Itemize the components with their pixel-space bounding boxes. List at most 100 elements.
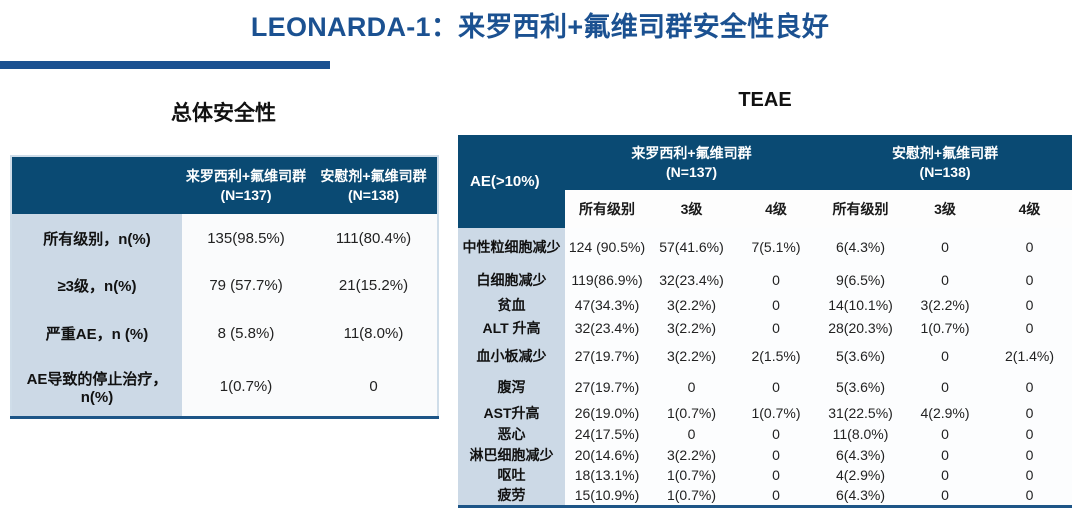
row-label: 中性粒细胞减少 bbox=[458, 228, 565, 265]
cell-value: 119(86.9%) bbox=[565, 265, 649, 294]
subcolumn-header: 3级 bbox=[649, 190, 734, 228]
cell-value: 27(19.7%) bbox=[565, 340, 649, 372]
teae-heading: TEAE bbox=[738, 89, 792, 111]
table-row: 白细胞减少 119(86.9%) 32(23.4%) 0 9(6.5%) 0 0 bbox=[458, 265, 1073, 294]
cell-value: 0 bbox=[310, 358, 438, 417]
cell-value: 9(6.5%) bbox=[818, 265, 904, 294]
cell-value: 111(80.4%) bbox=[310, 214, 438, 262]
table-row: ≥3级，n(%) 79 (57.7%) 21(15.2%) bbox=[11, 262, 438, 309]
column-header-name: 来罗西利+氟维司群 bbox=[185, 168, 307, 185]
column-header-n: (N=138) bbox=[348, 186, 399, 203]
overall-safety-header-row: 来罗西利+氟维司群 (N=137) 安慰剂+氟维司群 (N=138) bbox=[11, 156, 438, 214]
cell-value: 79 (57.7%) bbox=[182, 262, 310, 309]
teae-table: AE(>10%) 来罗西利+氟维司群 (N=137) 安慰剂+氟维司群 (N=1… bbox=[458, 135, 1073, 508]
cell-value: 26(19.0%) bbox=[565, 402, 649, 423]
cell-value: 124 (90.5%) bbox=[565, 228, 649, 265]
cell-value: 0 bbox=[987, 485, 1073, 507]
cell-value: 0 bbox=[987, 444, 1073, 465]
subcolumn-header: 所有级别 bbox=[818, 190, 904, 228]
cell-value: 11(8.0%) bbox=[310, 309, 438, 358]
cell-value: 2(1.4%) bbox=[987, 340, 1073, 372]
row-label: 呕吐 bbox=[458, 465, 565, 485]
cell-value: 0 bbox=[734, 485, 819, 507]
table-row: AE导致的停止治疗，n(%) 1(0.7%) 0 bbox=[11, 358, 438, 417]
cell-value: 15(10.9%) bbox=[565, 485, 649, 507]
cell-value: 5(3.6%) bbox=[818, 372, 904, 402]
cell-value: 0 bbox=[734, 444, 819, 465]
cell-value: 0 bbox=[734, 265, 819, 294]
cell-value: 3(2.2%) bbox=[649, 444, 734, 465]
cell-value: 27(19.7%) bbox=[565, 372, 649, 402]
cell-value: 0 bbox=[987, 465, 1073, 485]
teae-section: AE(>10%) 来罗西利+氟维司群 (N=137) 安慰剂+氟维司群 (N=1… bbox=[458, 135, 1073, 508]
cell-value: 1(0.7%) bbox=[903, 315, 988, 340]
row-label: AE导致的停止治疗，n(%) bbox=[11, 358, 182, 417]
cell-value: 0 bbox=[649, 372, 734, 402]
cell-value: 3(2.2%) bbox=[649, 294, 734, 315]
overall-safety-section: 来罗西利+氟维司群 (N=137) 安慰剂+氟维司群 (N=138) 所有级别，… bbox=[10, 155, 439, 419]
teae-corner-cell: AE(>10%) bbox=[458, 135, 565, 228]
overall-safety-corner-cell bbox=[11, 156, 182, 214]
cell-value: 0 bbox=[987, 402, 1073, 423]
cell-value: 0 bbox=[987, 315, 1073, 340]
cell-value: 3(2.2%) bbox=[649, 340, 734, 372]
row-label: AST升高 bbox=[458, 402, 565, 423]
cell-value: 18(13.1%) bbox=[565, 465, 649, 485]
row-label: 所有级别，n(%) bbox=[11, 214, 182, 262]
cell-value: 3(2.2%) bbox=[649, 315, 734, 340]
table-row: 淋巴细胞减少 20(14.6%) 3(2.2%) 0 6(4.3%) 0 0 bbox=[458, 444, 1073, 465]
table-row: 所有级别，n(%) 135(98.5%) 111(80.4%) bbox=[11, 214, 438, 262]
title-accent-bar bbox=[0, 61, 330, 69]
row-label: 恶心 bbox=[458, 423, 565, 444]
cell-value: 0 bbox=[903, 465, 988, 485]
cell-value: 0 bbox=[734, 465, 819, 485]
row-label: 贫血 bbox=[458, 294, 565, 315]
cell-value: 24(17.5%) bbox=[565, 423, 649, 444]
table-row: 贫血 47(34.3%) 3(2.2%) 0 14(10.1%) 3(2.2%)… bbox=[458, 294, 1073, 315]
column-header-name: 安慰剂+氟维司群 bbox=[320, 168, 427, 185]
cell-value: 14(10.1%) bbox=[818, 294, 904, 315]
cell-value: 1(0.7%) bbox=[649, 465, 734, 485]
subcolumn-header: 3级 bbox=[903, 190, 988, 228]
cell-value: 0 bbox=[734, 372, 819, 402]
group-header-n: (N=137) bbox=[666, 163, 717, 180]
group-header-n: (N=138) bbox=[919, 163, 971, 180]
table-row: 恶心 24(17.5%) 0 0 11(8.0%) 0 0 bbox=[458, 423, 1073, 444]
cell-value: 8 (5.8%) bbox=[182, 309, 310, 358]
cell-value: 1(0.7%) bbox=[649, 485, 734, 507]
teae-sub-header-row: 所有级别 3级 4级 所有级别 3级 4级 bbox=[458, 190, 1073, 228]
table-row: AST升高 26(19.0%) 1(0.7%) 1(0.7%) 31(22.5%… bbox=[458, 402, 1073, 423]
column-header-n: (N=137) bbox=[220, 186, 272, 203]
group-header-name: 来罗西利+氟维司群 bbox=[631, 145, 752, 162]
cell-value: 0 bbox=[903, 423, 988, 444]
cell-value: 20(14.6%) bbox=[565, 444, 649, 465]
cell-value: 6(4.3%) bbox=[818, 485, 904, 507]
table-row: 中性粒细胞减少 124 (90.5%) 57(41.6%) 7(5.1%) 6(… bbox=[458, 228, 1073, 265]
row-label: 淋巴细胞减少 bbox=[458, 444, 565, 465]
subcolumn-header: 4级 bbox=[987, 190, 1073, 228]
table-row: 腹泻 27(19.7%) 0 0 5(3.6%) 0 0 bbox=[458, 372, 1073, 402]
cell-value: 57(41.6%) bbox=[649, 228, 734, 265]
cell-value: 0 bbox=[903, 372, 988, 402]
subcolumn-header: 4级 bbox=[734, 190, 819, 228]
cell-value: 0 bbox=[903, 485, 988, 507]
cell-value: 0 bbox=[903, 444, 988, 465]
teae-group-header-row: AE(>10%) 来罗西利+氟维司群 (N=137) 安慰剂+氟维司群 (N=1… bbox=[458, 135, 1073, 228]
cell-value: 135(98.5%) bbox=[182, 214, 310, 262]
cell-value: 32(23.4%) bbox=[565, 315, 649, 340]
group-header-placebo-fulvestrant: 安慰剂+氟维司群 (N=138) bbox=[818, 135, 1073, 190]
cell-value: 0 bbox=[734, 423, 819, 444]
cell-value: 0 bbox=[987, 228, 1073, 265]
cell-value: 1(0.7%) bbox=[734, 402, 819, 423]
cell-value: 0 bbox=[987, 294, 1073, 315]
row-label: 严重AE，n (%) bbox=[11, 309, 182, 358]
cell-value: 3(2.2%) bbox=[903, 294, 988, 315]
row-label: ≥3级，n(%) bbox=[11, 262, 182, 309]
subcolumn-header: 所有级别 bbox=[565, 190, 649, 228]
cell-value: 2(1.5%) bbox=[734, 340, 819, 372]
row-label: 白细胞减少 bbox=[458, 265, 565, 294]
cell-value: 21(15.2%) bbox=[310, 262, 438, 309]
row-label: 疲劳 bbox=[458, 485, 565, 507]
cell-value: 1(0.7%) bbox=[182, 358, 310, 417]
